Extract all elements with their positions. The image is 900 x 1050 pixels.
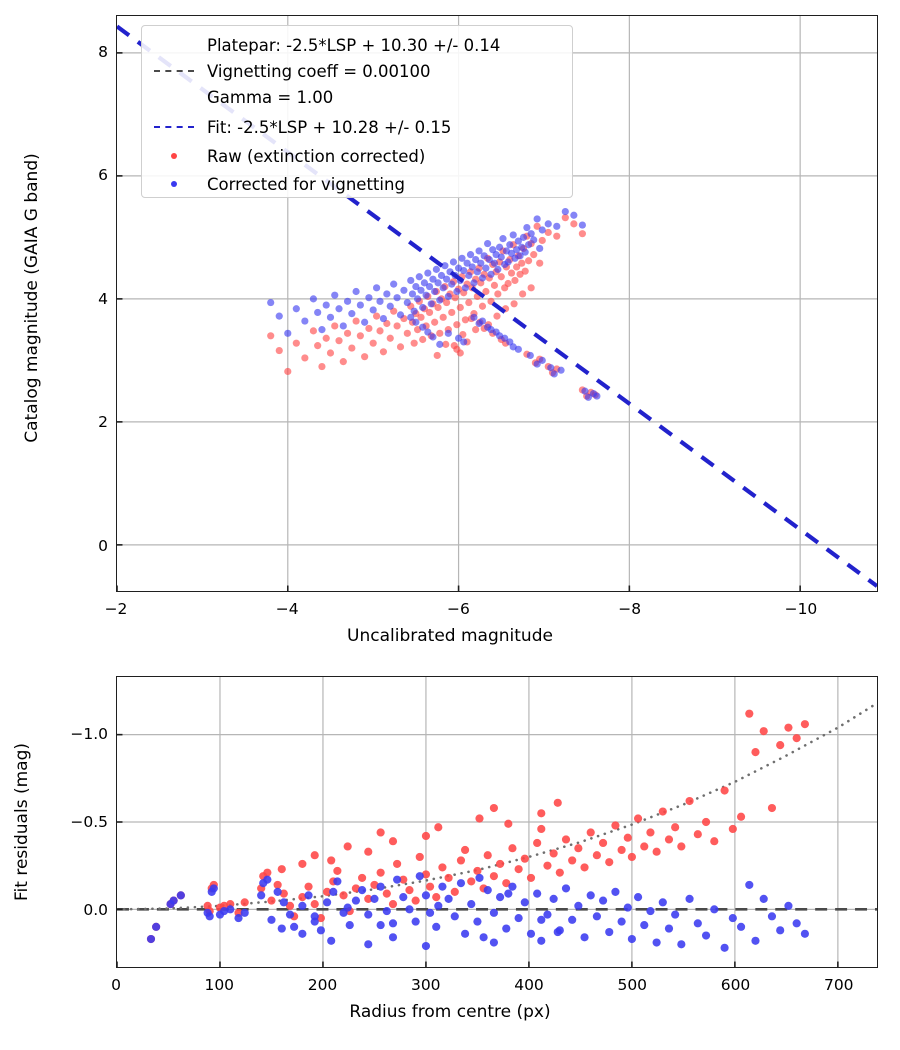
svg-top-ytick: 2 [98,413,108,432]
svg-top-ytick: 0 [98,536,108,555]
legend-entry: Fit: -2.5*LSP + 10.28 +/- 0.15 [142,114,451,140]
legend-label: Vignetting coeff = 0.00100 [207,61,431,81]
legend-entry: Corrected for vignetting [142,171,405,197]
legend-handle-dot-red-icon [151,143,197,169]
svg-bottom-xtick: 400 [514,976,544,994]
legend-label: Platepar: -2.5*LSP + 10.30 +/- 0.14 [207,35,501,55]
bottom-y-axis-label: Fit residuals (mag) [12,743,32,901]
svg-top-xtick: −4 [275,600,299,618]
legend-entry: Raw (extinction corrected) [142,143,425,169]
svg-bottom-xtick: 300 [410,976,441,994]
legend-handle-dashed-blue-icon [151,114,197,140]
svg-bottom-xtick: 500 [617,976,648,994]
legend-marker [154,70,194,72]
svg-top-ytick: 4 [98,289,108,308]
legend-label: Gamma = 1.00 [207,87,334,107]
svg-bottom-xtick: 200 [307,976,338,994]
fit-residuals-canvas [117,677,877,967]
svg-top-xtick: −2 [104,600,128,618]
legend-marker [154,126,194,128]
legend-marker [171,153,177,159]
svg-bottom-ytick: −1.0 [70,725,108,744]
svg-bottom-xtick: 0 [111,976,121,994]
svg-top-ytick: 6 [98,166,108,185]
svg-top-xtick: −6 [447,600,470,618]
legend-label: Raw (extinction corrected) [207,146,426,166]
svg-bottom-ytick: 0.0 [83,900,108,919]
legend-label: Corrected for vignetting [207,174,405,194]
bottom-x-axis-label: Radius from centre (px) [349,1002,551,1022]
svg-bottom-xtick: 600 [720,976,751,994]
fit-residuals-plot [116,676,878,968]
legend-handle-dashed-gray-icon [151,58,197,84]
series-corrected [146,872,810,952]
legend-handle-dot-blue-icon [151,171,197,197]
svg-top-xtick: −8 [618,600,642,618]
series-raw [267,214,599,400]
top-x-axis-label: Uncalibrated magnitude [347,626,553,646]
legend-label: Fit: -2.5*LSP + 10.28 +/- 0.15 [207,117,452,137]
legend-entry: Gamma = 1.00 [142,84,333,110]
svg-bottom-ytick: −0.5 [70,813,108,831]
legend-marker [171,181,177,187]
top-y-axis-label: Catalog magnitude (GAIA G band) [21,153,42,443]
svg-top-xtick: −10 [784,600,818,618]
legend-box: Platepar: -2.5*LSP + 10.30 +/- 0.14 Vigne… [141,25,573,198]
svg-bottom-xtick: 700 [823,976,854,994]
svg-top-ytick: 8 [98,43,108,62]
svg-bottom-xtick: 100 [204,976,235,994]
legend-entry: Platepar: -2.5*LSP + 10.30 +/- 0.14 [142,32,500,58]
series-corrected [267,207,601,401]
legend-entry: Vignetting coeff = 0.00100 [142,58,431,84]
